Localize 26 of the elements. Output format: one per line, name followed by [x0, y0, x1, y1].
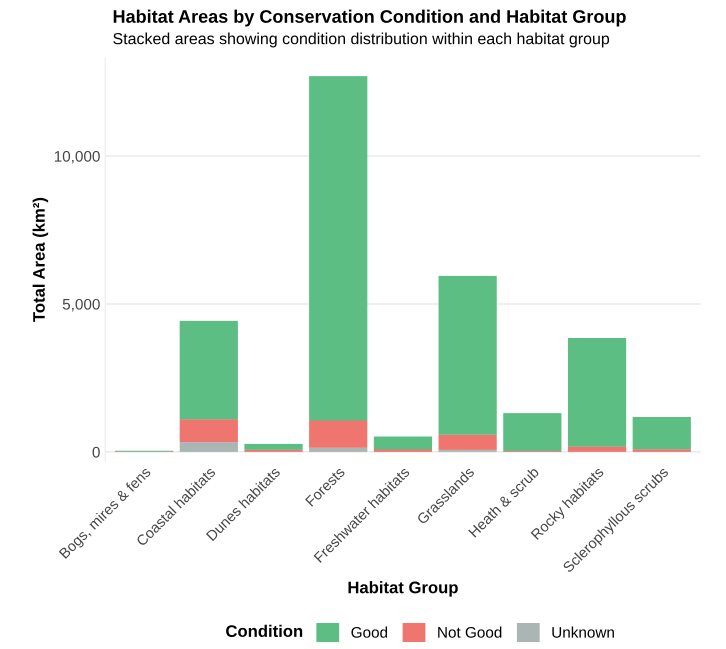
- x-axis-title: Habitat Group: [348, 581, 458, 597]
- bar: [568, 446, 626, 452]
- bar: [309, 420, 368, 448]
- legend-label: Not Good: [438, 626, 502, 638]
- bar: [568, 338, 626, 447]
- bar: [180, 320, 238, 420]
- bar: [180, 442, 238, 452]
- bar: [180, 419, 238, 442]
- y-tick-label: 5,000: [62, 298, 100, 312]
- bar: [632, 417, 691, 450]
- y-tick-label: 0: [92, 446, 100, 458]
- bar: [632, 449, 691, 452]
- bar: [244, 444, 303, 450]
- bar: [438, 434, 497, 450]
- y-tick-label: 10,000: [54, 150, 100, 164]
- y-axis-title: Total Area (km²): [32, 198, 48, 322]
- bar: [309, 76, 368, 421]
- bar: [438, 276, 497, 435]
- chart-subtitle: Stacked areas showing condition distribution within each habitat group: [113, 32, 610, 48]
- legend-label: Good: [351, 626, 388, 638]
- legend-title: Condition: [226, 624, 302, 638]
- bar: [503, 413, 562, 452]
- bar: [309, 448, 368, 452]
- chart-title: Habitat Areas by Conservation Condition and Habitat Group: [114, 10, 626, 26]
- legend-label: Unknown: [552, 626, 614, 638]
- bar: [374, 436, 432, 450]
